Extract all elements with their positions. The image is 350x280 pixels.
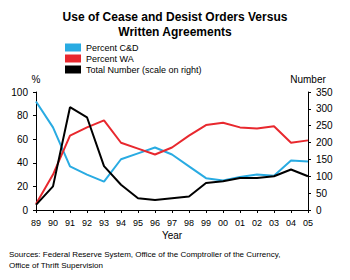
svg-text:03: 03	[269, 218, 279, 228]
svg-text:100: 100	[316, 171, 333, 182]
svg-text:Percent WA: Percent WA	[86, 54, 134, 64]
svg-text:92: 92	[82, 218, 92, 228]
svg-text:350: 350	[316, 87, 333, 98]
svg-text:Office of Thrift Supervision: Office of Thrift Supervision	[9, 261, 103, 270]
svg-text:Sources: Federal Reserve Syste: Sources: Federal Reserve System, Office …	[9, 250, 280, 259]
svg-text:20: 20	[17, 181, 29, 192]
svg-text:95: 95	[133, 218, 143, 228]
svg-text:Number: Number	[290, 74, 326, 85]
svg-text:300: 300	[316, 103, 333, 114]
svg-text:Year: Year	[162, 230, 183, 241]
svg-text:05: 05	[303, 218, 313, 228]
svg-text:01: 01	[235, 218, 245, 228]
svg-text:04: 04	[286, 218, 296, 228]
svg-text:150: 150	[316, 154, 333, 165]
svg-text:98: 98	[184, 218, 194, 228]
svg-text:%: %	[32, 74, 41, 85]
svg-text:89: 89	[31, 218, 41, 228]
svg-text:Written Agreements: Written Agreements	[118, 25, 232, 39]
svg-text:200: 200	[316, 137, 333, 148]
svg-text:Total Number (scale on right): Total Number (scale on right)	[86, 65, 202, 75]
svg-text:96: 96	[150, 218, 160, 228]
svg-text:100: 100	[11, 87, 28, 98]
svg-text:80: 80	[17, 110, 29, 121]
svg-text:Percent C&D: Percent C&D	[86, 43, 139, 53]
svg-text:250: 250	[316, 120, 333, 131]
svg-text:91: 91	[65, 218, 75, 228]
svg-text:02: 02	[252, 218, 262, 228]
svg-text:50: 50	[316, 188, 328, 199]
svg-text:97: 97	[167, 218, 177, 228]
svg-text:40: 40	[17, 157, 29, 168]
svg-text:60: 60	[17, 134, 29, 145]
svg-text:94: 94	[116, 218, 126, 228]
svg-text:Use of Cease and Desist Orders: Use of Cease and Desist Orders Versus	[63, 10, 288, 24]
svg-text:0: 0	[316, 205, 322, 216]
svg-text:99: 99	[201, 218, 211, 228]
svg-text:00: 00	[218, 218, 228, 228]
svg-text:0: 0	[22, 205, 28, 216]
svg-text:90: 90	[48, 218, 58, 228]
svg-text:93: 93	[99, 218, 109, 228]
